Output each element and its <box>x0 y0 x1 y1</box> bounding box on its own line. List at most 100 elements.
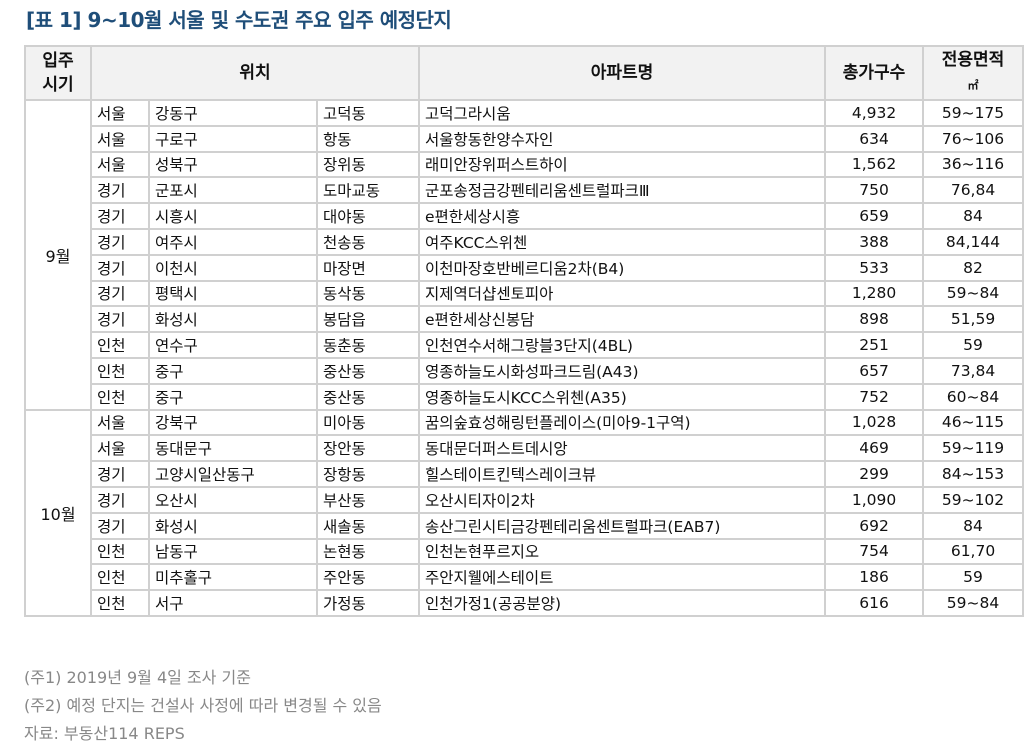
apartment-name-cell: 꿈의숲효성해링턴플레이스(미아9-1구역) <box>418 408 827 437</box>
area-cell: 51,59 <box>922 305 1024 334</box>
area-cell: 76~106 <box>922 124 1024 153</box>
district-cell: 시흥시 <box>148 202 318 230</box>
households-cell: 4,932 <box>824 99 925 127</box>
dong-cell: 장항동 <box>315 460 421 488</box>
dong-cell: 대야동 <box>315 202 421 230</box>
area-cell: 73,84 <box>922 356 1024 385</box>
province-cell: 서울 <box>90 408 150 437</box>
households-cell: 752 <box>824 382 925 411</box>
table-title: [표 1] 9~10월 서울 및 수도권 주요 입주 예정단지 <box>26 8 452 32</box>
district-cell: 이천시 <box>148 253 318 282</box>
households-cell: 388 <box>824 227 925 256</box>
province-cell: 경기 <box>90 305 150 334</box>
apartment-name-cell: 주안지웰에스테이트 <box>418 563 827 592</box>
province-cell: 경기 <box>90 511 150 540</box>
dong-cell: 부산동 <box>315 485 421 514</box>
apartment-name-cell: 영종하늘도시KCC스위첸(A35) <box>418 382 827 411</box>
dong-cell: 고덕동 <box>315 99 421 127</box>
province-cell: 인천 <box>90 382 150 411</box>
district-cell: 평택시 <box>148 279 318 308</box>
households-cell: 1,280 <box>824 279 925 308</box>
table-row: 10월 서울 강북구 미아동 꿈의숲효성해링턴플레이스(미아9-1구역) 1,028 46~… <box>24 408 1024 617</box>
households-cell: 692 <box>824 511 925 540</box>
district-cell: 고양시일산동구 <box>148 460 318 488</box>
table-row: 경기 이천시 마장면 이천마장호반베르디움2차(B4) 533 82 <box>25 253 1024 282</box>
dong-cell: 주안동 <box>315 563 421 592</box>
dong-cell: 가정동 <box>315 589 421 617</box>
households-cell: 186 <box>824 563 925 592</box>
table-row: 9월 서울 강동구 고덕동 고덕그라시움 4,932 59~175 <box>24 99 1024 411</box>
province-cell: 경기 <box>90 485 150 514</box>
table-row: 경기 고양시일산동구 장항동 힐스테이트킨텍스레이크뷰 299 84~153 <box>25 460 1024 488</box>
district-cell: 중구 <box>148 356 318 385</box>
apartment-name-cell: 지제역더샵센토피아 <box>418 279 827 308</box>
district-cell: 연수구 <box>148 331 318 359</box>
province-cell: 경기 <box>90 176 150 205</box>
area-cell: 59 <box>922 563 1024 592</box>
province-cell: 인천 <box>90 331 150 359</box>
header-period: 입주 시기 <box>24 45 92 101</box>
district-cell: 군포시 <box>148 176 318 205</box>
households-cell: 299 <box>824 460 925 488</box>
header-row: 입주 시기 위치 아파트명 총가구수 전용면적 ㎡ <box>24 45 1024 101</box>
table-row: 경기 시흥시 대야동 e편한세상시흥 659 84 <box>25 202 1024 230</box>
period-cell: 9월 <box>24 99 92 411</box>
apartment-name-cell: 여주KCC스위첸 <box>418 227 827 256</box>
dong-cell: 도마교동 <box>315 176 421 205</box>
households-cell: 616 <box>824 589 925 617</box>
area-cell: 82 <box>922 253 1024 282</box>
table-row: 경기 군포시 도마교동 군포송정금강펜테리움센트럴파크Ⅲ 750 76,84 <box>25 176 1024 205</box>
district-cell: 구로구 <box>148 124 318 153</box>
table-row: 인천 중구 중산동 영종하늘도시KCC스위첸(A35) 752 60~84 <box>25 382 1024 411</box>
province-cell: 경기 <box>90 460 150 488</box>
table-row: 인천 연수구 동춘동 인천연수서해그랑블3단지(4BL) 251 59 <box>25 331 1024 359</box>
province-cell: 경기 <box>90 253 150 282</box>
apartment-name-cell: 송산그린시티금강펜테리움센트럴파크(EAB7) <box>418 511 827 540</box>
district-cell: 여주시 <box>148 227 318 256</box>
dong-cell: 중산동 <box>315 356 421 385</box>
apartment-name-cell: 래미안장위퍼스트하이 <box>418 150 827 179</box>
province-cell: 경기 <box>90 202 150 230</box>
district-cell: 중구 <box>148 382 318 411</box>
area-cell: 84,144 <box>922 227 1024 256</box>
apartment-name-cell: 영종하늘도시화성파크드림(A43) <box>418 356 827 385</box>
district-cell: 미추홀구 <box>148 563 318 592</box>
households-cell: 898 <box>824 305 925 334</box>
dong-cell: 천송동 <box>315 227 421 256</box>
area-cell: 84 <box>922 511 1024 540</box>
header-households: 총가구수 <box>824 45 925 101</box>
apartment-name-cell: 군포송정금강펜테리움센트럴파크Ⅲ <box>418 176 827 205</box>
apartment-name-cell: e편한세상시흥 <box>418 202 827 230</box>
apartment-name-cell: 인천연수서해그랑블3단지(4BL) <box>418 331 827 359</box>
dong-cell: 장안동 <box>315 434 421 463</box>
province-cell: 서울 <box>90 99 150 127</box>
households-cell: 251 <box>824 331 925 359</box>
apartment-name-cell: e편한세상신봉담 <box>418 305 827 334</box>
households-cell: 750 <box>824 176 925 205</box>
province-cell: 서울 <box>90 150 150 179</box>
area-cell: 76,84 <box>922 176 1024 205</box>
dong-cell: 논현동 <box>315 537 421 566</box>
table-row: 경기 평택시 동삭동 지제역더샵센토피아 1,280 59~84 <box>25 279 1024 308</box>
district-cell: 화성시 <box>148 511 318 540</box>
footnote-2: (주2) 예정 단지는 건설사 사정에 따라 변경될 수 있음 <box>24 696 382 715</box>
apartment-name-cell: 오산시티자이2차 <box>418 485 827 514</box>
households-cell: 469 <box>824 434 925 463</box>
district-cell: 성북구 <box>148 150 318 179</box>
dong-cell: 마장면 <box>315 253 421 282</box>
source-note: 자료: 부동산114 REPS <box>24 724 185 743</box>
province-cell: 인천 <box>90 563 150 592</box>
province-cell: 경기 <box>90 279 150 308</box>
district-cell: 화성시 <box>148 305 318 334</box>
dong-cell: 새솔동 <box>315 511 421 540</box>
apartment-name-cell: 인천가정1(공공분양) <box>418 589 827 617</box>
province-cell: 경기 <box>90 227 150 256</box>
area-cell: 61,70 <box>922 537 1024 566</box>
households-cell: 533 <box>824 253 925 282</box>
district-cell: 남동구 <box>148 537 318 566</box>
table-row: 경기 여주시 천송동 여주KCC스위첸 388 84,144 <box>25 227 1024 256</box>
table-row: 인천 남동구 논현동 인천논현푸르지오 754 61,70 <box>25 537 1024 566</box>
header-area-line1: 전용면적 <box>941 50 1005 70</box>
table-row: 인천 서구 가정동 인천가정1(공공분양) 616 59~84 <box>25 589 1024 617</box>
table-row: 인천 중구 중산동 영종하늘도시화성파크드림(A43) 657 73,84 <box>25 356 1024 385</box>
